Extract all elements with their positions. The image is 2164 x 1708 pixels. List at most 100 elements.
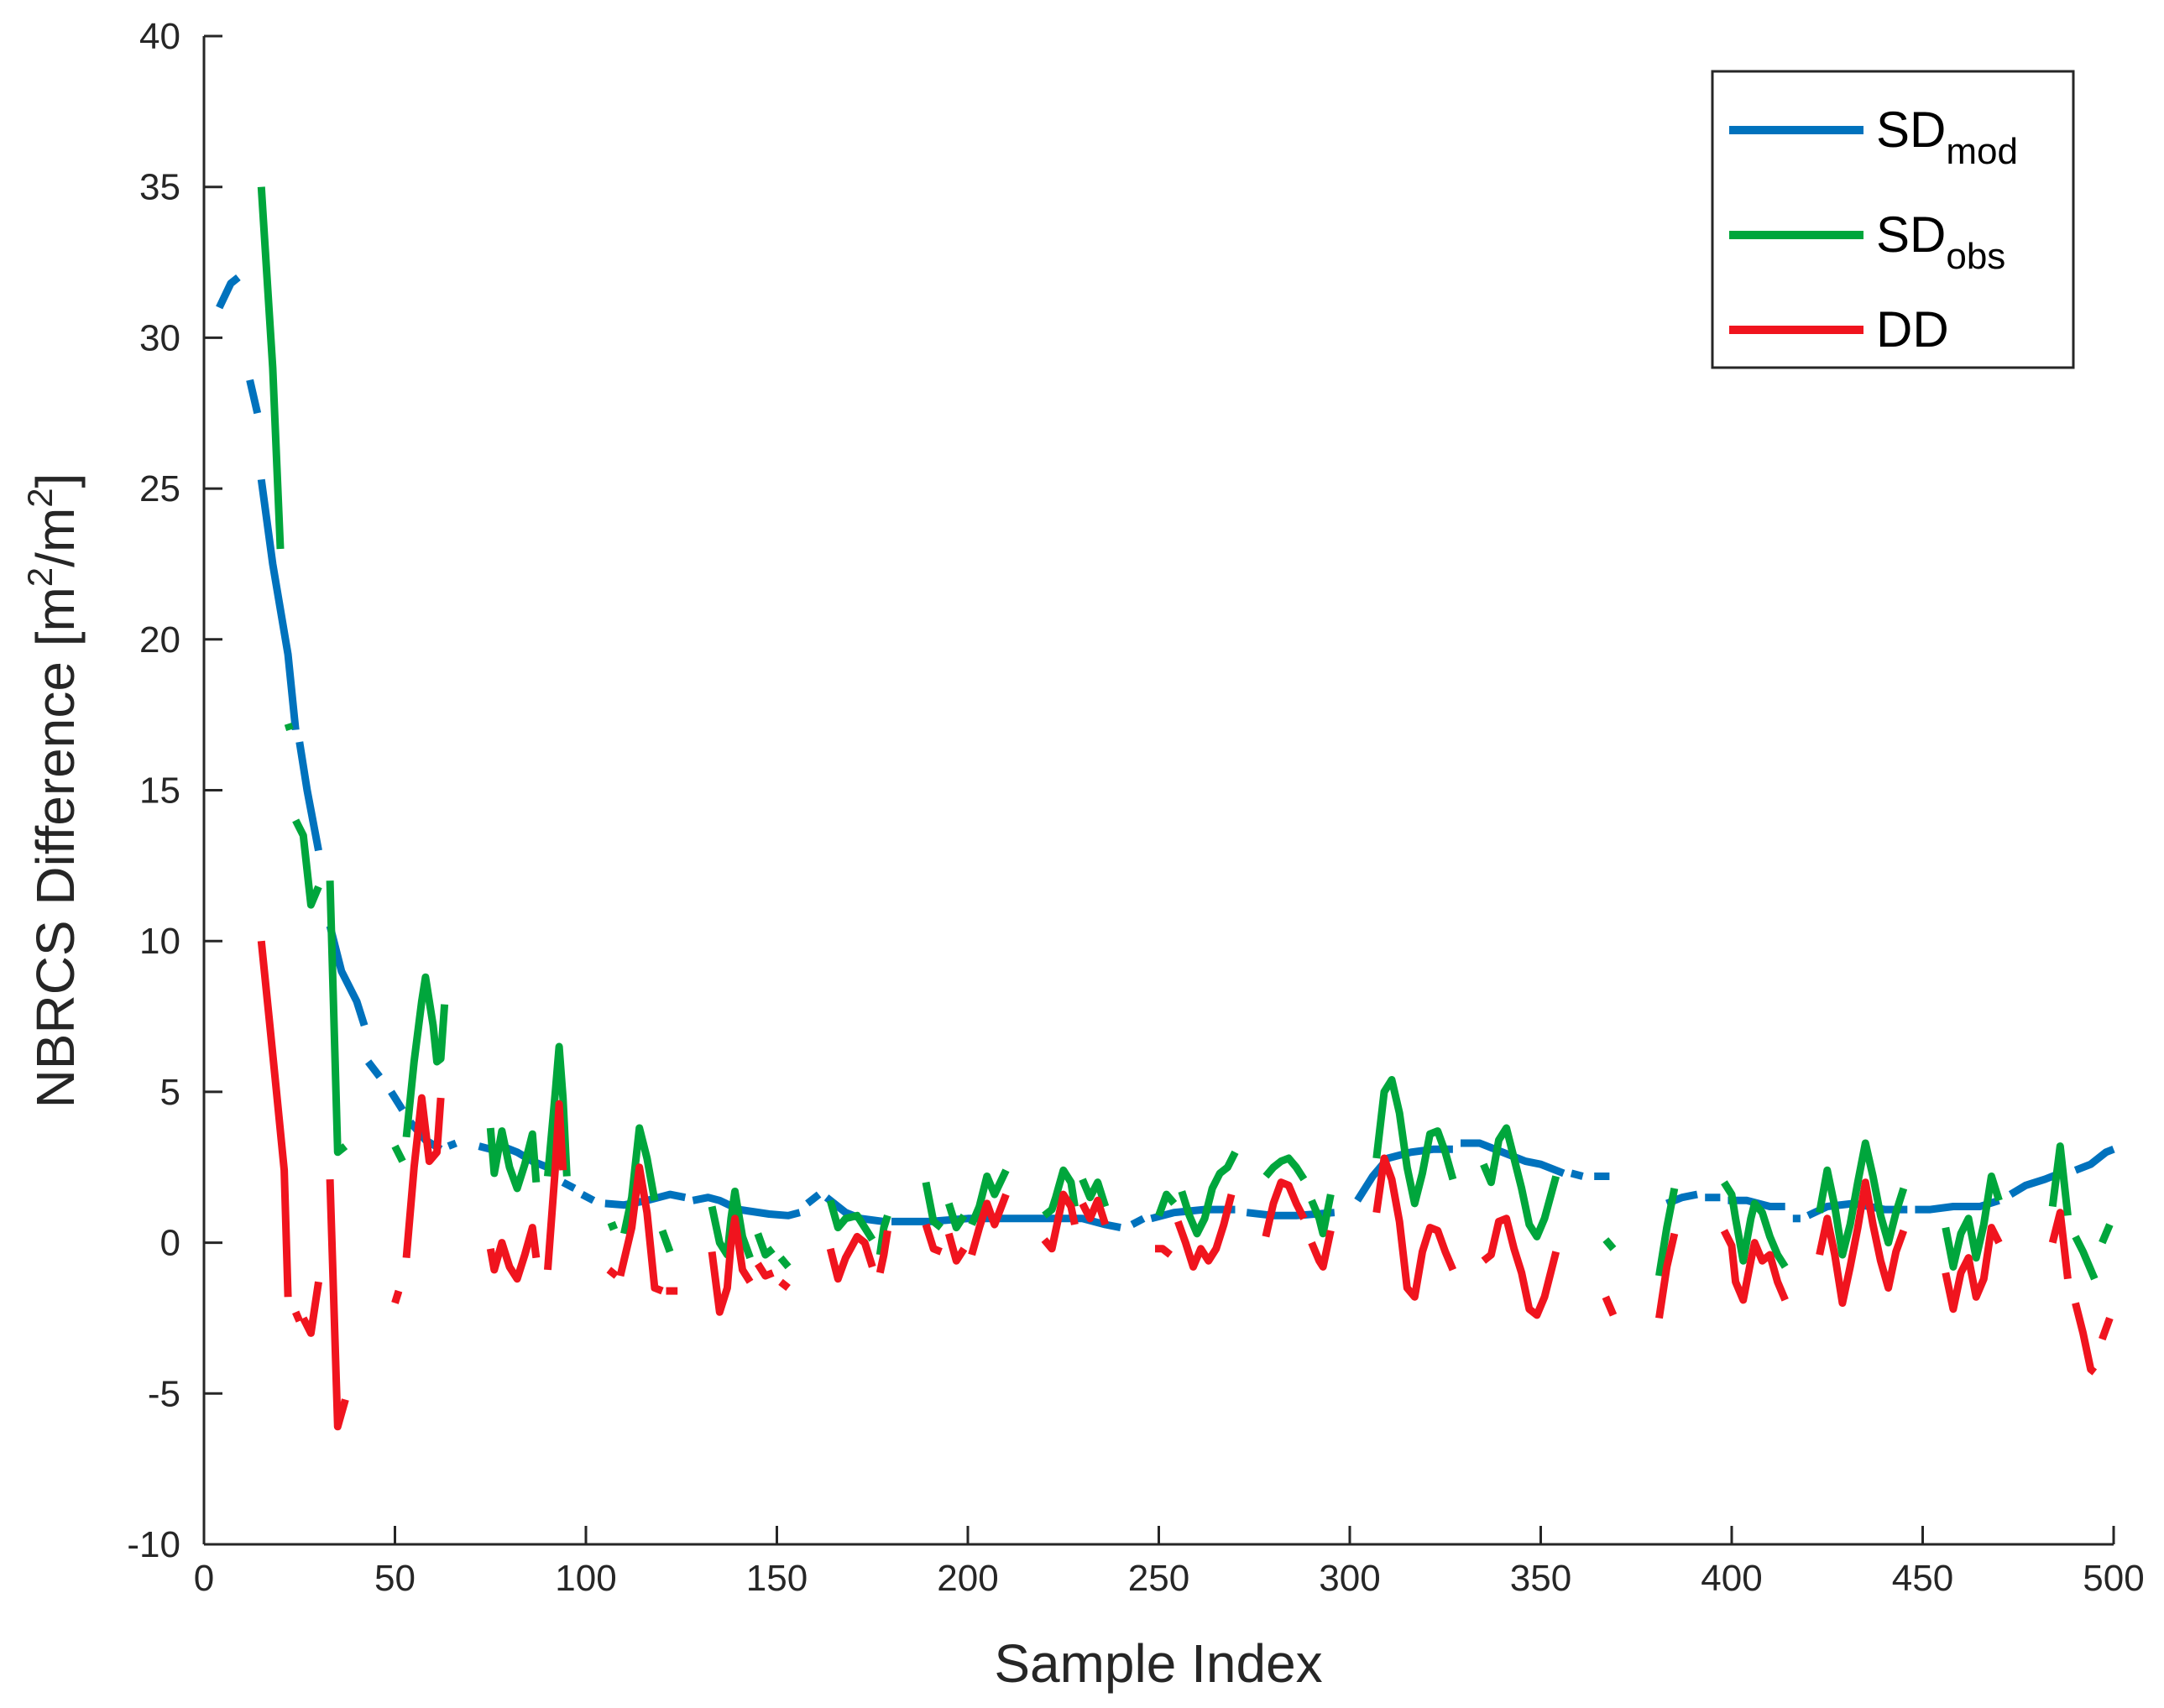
x-tick-label: 300: [1319, 1558, 1380, 1599]
x-tick-label: 350: [1510, 1558, 1571, 1599]
series-sdmod-segment-21: [1354, 1145, 1453, 1203]
series-sdobs-segment-23: [1262, 1154, 1308, 1182]
series-sdobs-segment-34: [2099, 1223, 2114, 1245]
series-sdobs-segment-4: [391, 1144, 406, 1163]
y-tick-label: 20: [139, 619, 180, 661]
series-dd-segment-14: [826, 1232, 876, 1283]
x-tick-label: 100: [555, 1558, 616, 1599]
series-dd-segment-15: [876, 1230, 891, 1274]
y-tick-label: 0: [160, 1223, 180, 1264]
series-dd-segment-23: [1262, 1178, 1308, 1238]
series-sdobs-segment-8: [607, 1220, 619, 1231]
y-tick-label: 25: [139, 468, 180, 509]
x-tick-label: 250: [1128, 1558, 1189, 1599]
series-sdobs-segment-15: [876, 1214, 891, 1256]
legend-label-sdmod: SDmod: [1876, 102, 2018, 172]
x-axis-title: Sample Index: [994, 1633, 1322, 1694]
series-dd-segment-19: [1041, 1190, 1079, 1253]
series-sdobs-segment-5: [402, 973, 449, 1138]
series-dd-segment-21: [1155, 1245, 1173, 1258]
series-dd-segment-8: [606, 1267, 619, 1279]
series-dd-segment-20: [1079, 1196, 1110, 1226]
series-sdobs-segment-31: [1942, 1173, 2003, 1271]
series-dd-segment-12: [754, 1261, 775, 1280]
series-sdobs-segment-0: [257, 186, 285, 550]
x-tick-label: 500: [2083, 1558, 2144, 1599]
y-tick-label: 40: [139, 16, 180, 57]
series-sdobs-segment-25: [1372, 1076, 1457, 1208]
legend-box: [1711, 70, 2075, 369]
series-sdobs-segment-20: [1079, 1178, 1110, 1208]
series-sdobs-segment-26: [1480, 1124, 1560, 1241]
series-sdmod-segment-32: [2073, 1146, 2115, 1174]
x-tick-label: 450: [1892, 1558, 1953, 1599]
series-dd-segment-27: [1602, 1295, 1618, 1317]
series-sdmod-segment-5: [365, 1059, 383, 1079]
series-dd-segment-31: [1942, 1224, 2003, 1314]
series-dd-segment-16: [922, 1223, 943, 1256]
y-tick-label: 10: [139, 921, 180, 962]
series-dd-segment-9: [616, 1163, 664, 1295]
series-dd-segment-2: [300, 1281, 322, 1337]
series-dd-segment-4: [391, 1289, 403, 1304]
series-sdobs-segment-14: [826, 1199, 876, 1242]
series-sdobs-segment-21: [1155, 1190, 1178, 1217]
x-tick-label: 200: [937, 1558, 998, 1599]
x-tick-label: 0: [194, 1558, 214, 1599]
series-dd-segment-5: [402, 1094, 445, 1258]
series-dd-segment-6: [486, 1224, 541, 1283]
y-tick-label: 30: [139, 317, 180, 358]
series-sdobs-segment-16: [922, 1181, 943, 1231]
legend-label-sdobs-sub: obs: [1946, 236, 2005, 277]
series-sdobs-segment-11: [708, 1188, 754, 1260]
series-sdobs-segment-27: [1602, 1237, 1617, 1251]
y-axis-title-part-3: ]: [25, 473, 86, 488]
legend-label-dd-main: DD: [1876, 301, 1949, 358]
series-dd-segment-33: [2072, 1302, 2098, 1376]
series-dd-segment-18: [968, 1193, 1010, 1256]
legend-label-sdmod-main: SD: [1876, 102, 1946, 158]
series-dd-segment-34: [2099, 1316, 2114, 1341]
legend-label-sdobs-main: SD: [1876, 206, 1946, 263]
series-sdmod-segment-18: [1130, 1214, 1146, 1228]
series-sdobs-segment-28: [1655, 1188, 1679, 1277]
series-sdobs-segment-24: [1308, 1194, 1335, 1238]
x-tick-label: 400: [1701, 1558, 1762, 1599]
series-sdobs-segment-18: [968, 1168, 1010, 1226]
legend-label-sdmod-sub: mod: [1946, 131, 2018, 172]
series-dd-segment-30: [1816, 1178, 1908, 1307]
y-tick-label: 15: [139, 770, 180, 812]
series-dd-segment-1: [292, 1310, 303, 1323]
series-sdobs-segment-1: [284, 723, 294, 731]
series-sdmod-segment-3: [295, 741, 322, 852]
y-axis-title: NBRCS Difference [m2/m2]: [20, 473, 86, 1109]
series-sdmod-segment-23: [1570, 1169, 1584, 1180]
series-sdobs-segment-10: [658, 1229, 674, 1253]
series-sdobs-segment-33: [2072, 1235, 2099, 1281]
series-sdmod-segment-11: [561, 1178, 577, 1192]
x-tick-label: 50: [374, 1558, 416, 1599]
series-dd-segment-11: [708, 1214, 754, 1316]
series-sdobs-segment-32: [2048, 1142, 2072, 1216]
y-axis-title-part-2: /m: [25, 508, 86, 567]
series-dd-segment-32: [2048, 1209, 2072, 1280]
y-tick-label: -10: [127, 1524, 180, 1565]
series-sdmod-segment-4: [326, 925, 369, 1027]
y-axis-title-part-1: NBRCS Difference [m: [25, 587, 86, 1108]
series-sdobs: [257, 186, 2114, 1281]
series-dd-segment-25: [1372, 1154, 1457, 1301]
x-tick-label: 150: [746, 1558, 808, 1599]
series-sdmod-segment-8: [447, 1139, 457, 1150]
y-axis-title-sup-2: 2: [20, 488, 60, 507]
series-dd-segment-3: [326, 1178, 349, 1431]
series-sdobs-segment-17: [945, 1202, 968, 1232]
series-sdobs-segment-12: [754, 1232, 776, 1259]
series-sdobs-segment-22: [1178, 1150, 1239, 1238]
series-sdmod-segment-12: [580, 1191, 596, 1204]
series-dd-segment-29: [1720, 1229, 1789, 1304]
series-sdobs-segment-9: [620, 1124, 659, 1235]
series-sdobs-segment-29: [1721, 1180, 1789, 1269]
series-dd-segment-0: [257, 940, 292, 1298]
